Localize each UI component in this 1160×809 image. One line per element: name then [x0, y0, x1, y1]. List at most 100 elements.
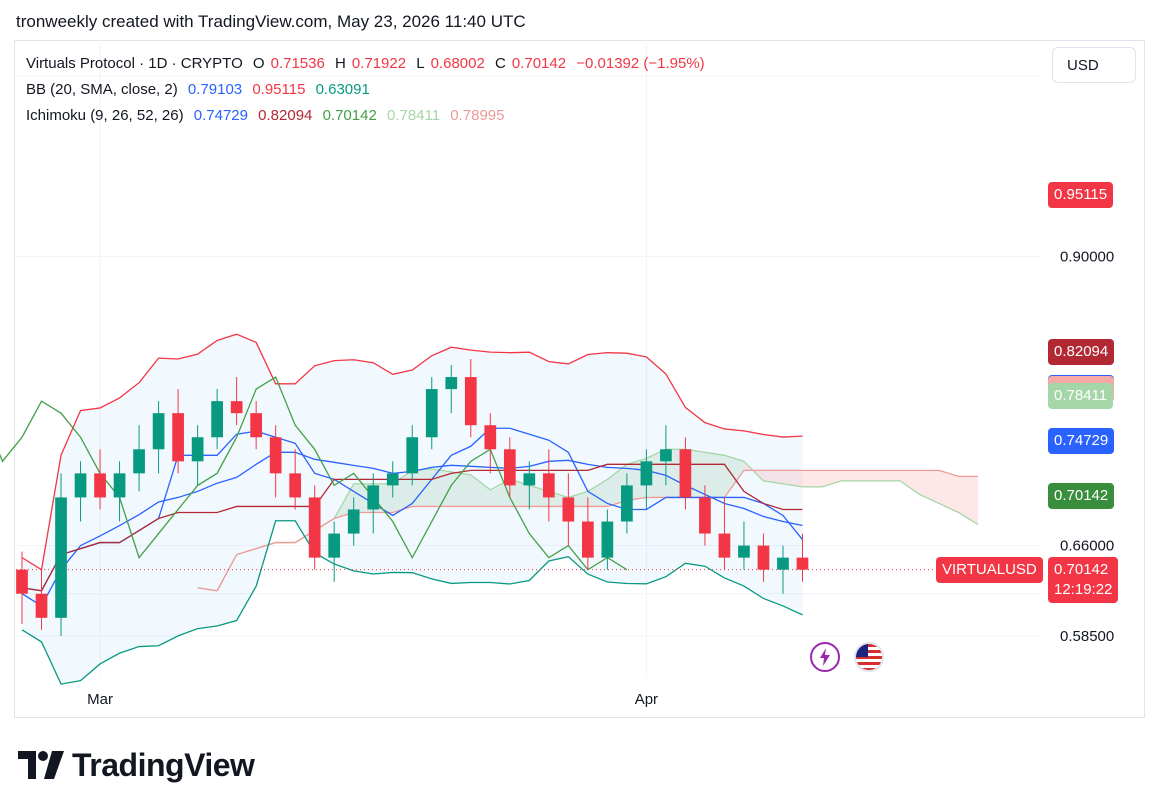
indicator-lines	[0, 333, 1040, 685]
tradingview-logo-text: TradingView	[72, 746, 255, 783]
legend-change: −0.01392 (−1.95%)	[576, 55, 705, 72]
last-price-countdown: 12:19:22	[1054, 580, 1113, 598]
candle-body-24	[484, 425, 497, 450]
tradingview-logo-icon	[18, 751, 64, 779]
candle-body-23	[464, 377, 477, 426]
legend-ohlc: Virtuals Protocol · 1D · CRYPTO O 0.71536…	[26, 55, 711, 72]
candle-body-15	[308, 497, 321, 558]
candle-body-20	[406, 437, 419, 474]
legend-close: C 0.70142	[495, 55, 567, 72]
legend-ichimoku: Ichimoku (9, 26, 52, 26) 0.74729 0.82094…	[26, 107, 511, 124]
legend-ichi-spanA: 0.78411	[386, 107, 441, 124]
candle-body-34	[679, 449, 692, 498]
candle-body-32	[640, 461, 653, 486]
cloud-segment-26	[704, 452, 725, 498]
candle-body-37	[738, 545, 750, 558]
chart-header-text: tronweekly created with TradingView.com,…	[16, 12, 526, 31]
candle-body-39	[777, 557, 789, 570]
cloud-segment-27	[724, 455, 744, 498]
price-badge-6: 0.70142	[1048, 482, 1115, 509]
candle-body-10	[211, 401, 223, 438]
cloud-segment-33	[841, 470, 862, 481]
candles	[16, 359, 809, 636]
candle-body-19	[386, 473, 399, 486]
candle-body-5	[113, 473, 126, 498]
time-tick-label-1: Apr	[635, 691, 658, 708]
cloud-segment-30	[782, 470, 803, 487]
bb-lower-line	[21, 520, 803, 685]
candle-body-40	[796, 557, 809, 570]
legend-high: H 0.71922	[335, 55, 407, 72]
last-price-symbol-badge: VIRTUALUSD	[936, 556, 1043, 583]
candle-body-30	[601, 521, 614, 558]
legend-ichi-lag: 0.70142	[322, 107, 377, 124]
chart-frame	[14, 40, 1145, 718]
price-badge-0: 0.95115	[1048, 182, 1114, 209]
legend-ichi-base: 0.82094	[258, 107, 313, 124]
legend-bb-lower: 0.63091	[315, 81, 370, 98]
currency-button[interactable]: USD	[1052, 47, 1136, 83]
tradingview-logo: TradingView	[18, 745, 255, 785]
cloud-segment-32	[822, 470, 842, 487]
candle-body-29	[582, 521, 594, 558]
candle-body-21	[425, 389, 438, 438]
candle-body-17	[347, 509, 360, 534]
grid-lines	[16, 40, 1040, 678]
price-badge-4: 0.78411	[1048, 383, 1114, 410]
candle-body-26	[523, 473, 536, 486]
price-badge-1: 0.82094	[1048, 338, 1115, 365]
cloud-segment-36	[900, 470, 920, 495]
candle-body-4	[94, 473, 106, 498]
candle-body-27	[542, 473, 555, 498]
candle-body-33	[660, 449, 672, 462]
legend-open: O 0.71536	[252, 55, 325, 72]
price-tick-label-2: 0.66000	[1060, 538, 1114, 555]
cloud-segment-34	[861, 470, 881, 481]
price-tick-label-4: 0.58500	[1060, 628, 1114, 645]
candle-body-22	[445, 377, 458, 390]
cloud-segment-35	[880, 470, 901, 481]
candle-body-25	[503, 449, 516, 486]
bb-upper-line	[21, 333, 803, 571]
candle-body-28	[562, 497, 575, 522]
candle-body-6	[133, 449, 145, 474]
candle-body-14	[289, 473, 302, 498]
price-tick-label-1: 0.90000	[1060, 249, 1114, 266]
cloud-segment-38	[939, 470, 959, 513]
candle-body-12	[250, 413, 262, 438]
cloud-segment-14	[470, 474, 491, 507]
candle-body-2	[55, 497, 67, 618]
legend-ichi-conv: 0.74729	[193, 107, 248, 124]
candle-body-9	[191, 437, 204, 462]
legend-ichi-spanB: 0.78995	[450, 107, 505, 124]
candle-body-0	[16, 569, 28, 594]
legend-low: L 0.68002	[416, 55, 485, 72]
last-price-badge: 0.70142 12:19:22	[1048, 556, 1119, 603]
candle-body-35	[699, 497, 711, 534]
time-tick-label-0: Mar	[87, 691, 113, 708]
candle-body-7	[152, 413, 165, 450]
cloud-segment-13	[451, 471, 471, 507]
legend-symbol: Virtuals Protocol · 1D · CRYPTO	[26, 55, 243, 72]
cloud-segment-39	[958, 476, 979, 525]
legend-ichi-label: Ichimoku (9, 26, 52, 26)	[26, 107, 184, 124]
ichimoku-lagging-line	[0, 376, 628, 571]
lightning-icon[interactable]	[810, 642, 840, 672]
legend-bb-label: BB (20, SMA, close, 2)	[26, 81, 178, 98]
candle-body-18	[367, 485, 380, 510]
last-price-value: 0.70142	[1054, 560, 1109, 578]
candle-body-13	[269, 437, 282, 474]
cloud-segment-16	[509, 479, 530, 507]
us-flag-icon[interactable]	[854, 642, 884, 672]
candle-body-31	[621, 485, 633, 522]
candle-body-16	[328, 533, 341, 558]
cloud-segment-29	[763, 470, 783, 484]
cloud-segment-37	[919, 470, 940, 504]
legend-bb-upper: 0.95115	[252, 81, 306, 98]
price-badge-5: 0.74729	[1048, 427, 1115, 454]
legend-bb: BB (20, SMA, close, 2) 0.79103 0.95115 0…	[26, 81, 376, 98]
candle-body-8	[172, 413, 184, 462]
candle-body-1	[35, 593, 48, 618]
candle-body-36	[718, 533, 731, 558]
